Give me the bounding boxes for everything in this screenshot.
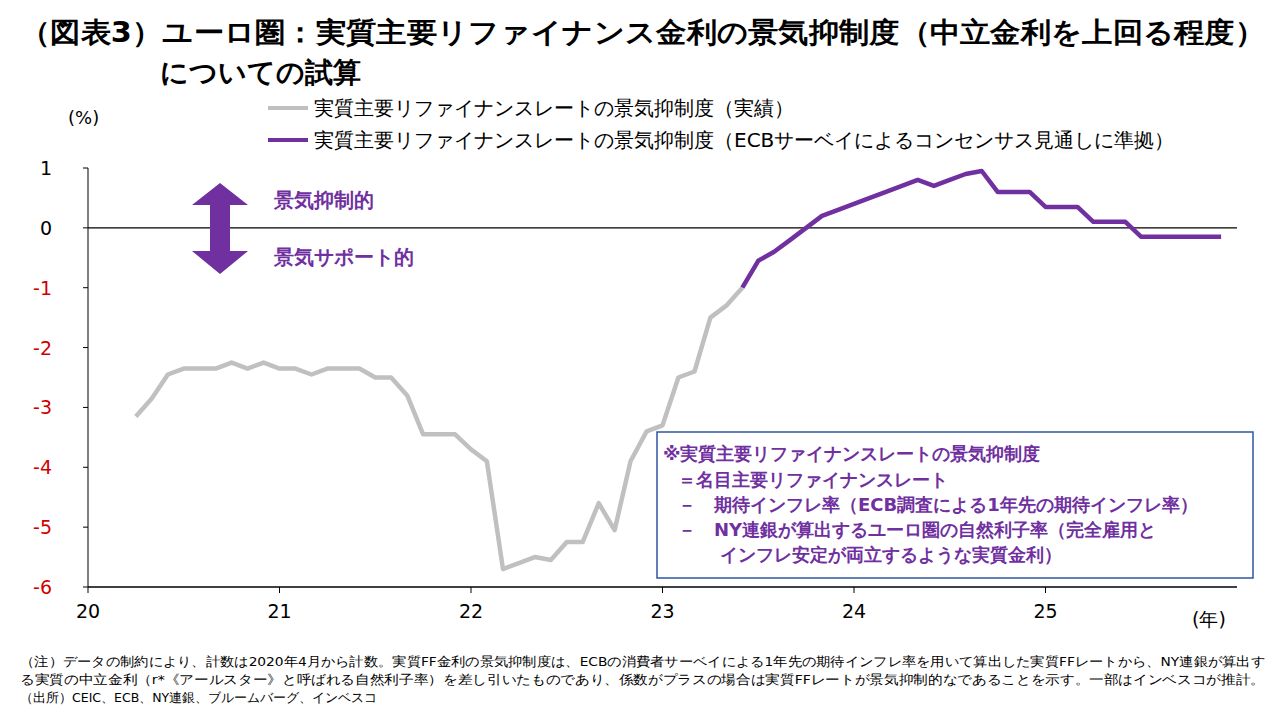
annotation-box-text: インフレ安定が両立するような実質金利） [720, 544, 1062, 565]
x-tick-label: 21 [267, 600, 291, 622]
y-tick-label: 0 [40, 217, 52, 239]
annotation-arrow [192, 183, 248, 274]
legend-entry: 実質主要リファイナンスレートの景気抑制度（実績） [314, 96, 794, 120]
x-tick-label: 22 [459, 600, 483, 622]
x-axis-label: (年) [1192, 608, 1226, 630]
y-tick-label: -6 [33, 576, 52, 598]
x-tick [279, 587, 280, 593]
y-tick-label: -3 [33, 396, 52, 418]
x-tick-label: 23 [650, 600, 674, 622]
x-tick [88, 587, 89, 593]
y-tick [83, 407, 88, 408]
x-tick-label: 24 [842, 600, 866, 622]
y-tick-label: -1 [33, 277, 52, 299]
title: （図表3）ユーロ圏：実質主要リファイナンス金利の景気抑制度（中立金利を上回る程度… [20, 16, 1265, 49]
y-axis-label: (%) [68, 107, 99, 128]
x-tick [854, 587, 855, 593]
annotation-box-text: ＝名目主要リファイナンスレート [678, 469, 948, 490]
y-tick-label: -4 [33, 456, 52, 478]
x-tick [471, 587, 472, 593]
x-tick-label: 20 [76, 600, 100, 622]
y-tick [83, 527, 88, 528]
zero-line [88, 227, 1237, 228]
x-tick [662, 587, 663, 593]
annotation-box-text: － 期待インフレ率（ECB調査による1年先の期待インフレ率） [678, 494, 1198, 515]
title: についての試算 [160, 56, 361, 89]
y-tick-label: -2 [33, 337, 52, 359]
annotation-box-text: ※実質主要リファイナンスレートの景気抑制度 [663, 443, 1041, 464]
annotation-box-text: － NY連銀が算出するユーロ圏の自然利子率（完全雇用と [678, 519, 1156, 540]
plot-data [136, 171, 1221, 569]
y-axis [88, 168, 89, 587]
annotation: 景気サポート的 [273, 245, 414, 269]
note: （注）データの制約により、計数は2020年4月から計数。実質FF金利の景気抑制度… [20, 654, 1265, 669]
legend-swatch [268, 138, 308, 142]
y-tick [83, 467, 88, 468]
y-tick [83, 287, 88, 288]
y-tick-label: -5 [33, 516, 52, 538]
y-tick [83, 587, 88, 588]
y-tick-label: 1 [40, 157, 52, 179]
note: （出所）CEIC、ECB、NY連銀、ブルームバーグ、インベスコ [20, 690, 377, 705]
annotation-box [657, 432, 1253, 578]
series-line [742, 171, 1221, 288]
chart: （図表3）ユーロ圏：実質主要リファイナンス金利の景気抑制度（中立金利を上回る程度… [0, 0, 1280, 720]
x-tick-label: 25 [1033, 600, 1057, 622]
annotation: 景気抑制的 [273, 188, 374, 212]
legend-entry: 実質主要リファイナンスレートの景気抑制度（ECBサーベイによるコンセンサス見通し… [314, 128, 1174, 152]
y-tick [83, 168, 88, 169]
series-line [136, 288, 742, 569]
legend-swatch [268, 106, 308, 110]
y-tick [83, 227, 88, 228]
note: る実質の中立金利（r*《アールスター》と呼ばれる自然利子率）を差し引いたものであ… [20, 672, 1265, 687]
y-tick [83, 347, 88, 348]
x-tick [1045, 587, 1046, 593]
